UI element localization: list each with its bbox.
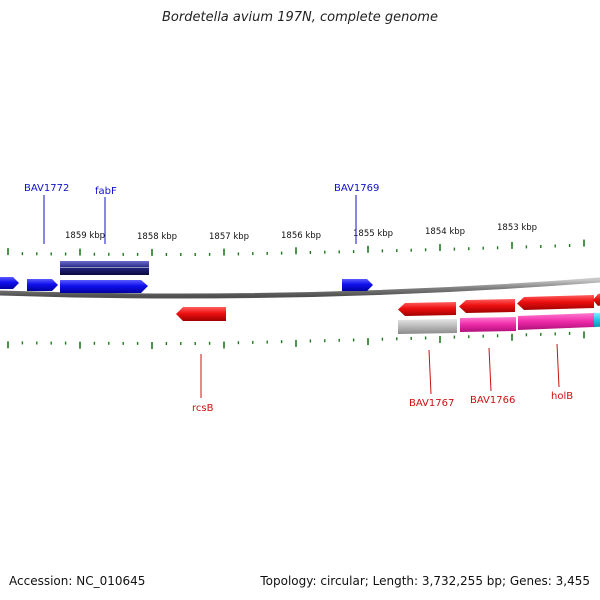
ruler-label: 1856 kbp — [281, 231, 321, 241]
cds-divider — [60, 267, 149, 268]
gene-arrow-BAV1767[interactable] — [398, 302, 456, 316]
ruler-ticks-inner — [7, 331, 585, 349]
forward-gene-labels: BAV1772 fabF BAV1769 — [24, 183, 379, 244]
gene-arrow-holB[interactable] — [517, 295, 594, 310]
gene-arrow[interactable] — [27, 279, 58, 291]
gene-arrow[interactable] — [593, 293, 600, 306]
cds-block-cyan[interactable] — [594, 312, 600, 327]
gene-label-BAV1766[interactable]: BAV1766 — [470, 395, 515, 406]
forward-genes — [0, 277, 373, 293]
reverse-gene-labels: rcsB BAV1767 BAV1766 holB — [192, 343, 573, 414]
gene-arrow-BAV1766[interactable] — [459, 299, 515, 313]
accession-text: Accession: NC_010645 — [9, 574, 146, 588]
gene-label-holB[interactable]: holB — [551, 391, 573, 402]
ruler-label: 1854 kbp — [425, 227, 465, 237]
gene-arrow-rcsB[interactable] — [176, 307, 226, 321]
gene-arrow-BAV1769[interactable] — [342, 279, 373, 291]
cds-block-holB[interactable] — [518, 313, 594, 330]
label-leader — [556, 343, 560, 388]
ruler-label: 1859 kbp — [65, 231, 105, 241]
ruler-label: 1858 kbp — [137, 232, 177, 242]
ruler-ticks-outer — [7, 239, 585, 256]
ruler-label: 1853 kbp — [497, 223, 537, 233]
map-title: Bordetella avium 197N, complete genome — [162, 10, 438, 25]
gene-arrow[interactable] — [0, 277, 19, 289]
gene-label-BAV1772[interactable]: BAV1772 — [24, 183, 69, 194]
label-leader — [488, 347, 492, 392]
ruler-label: 1855 kbp — [353, 229, 393, 239]
gene-label-fabF[interactable]: fabF — [95, 186, 117, 197]
ruler-labels: 1859 kbp 1858 kbp 1857 kbp 1856 kbp 1855… — [65, 223, 537, 242]
gene-arrow-fabF[interactable] — [60, 280, 148, 293]
forward-cds — [60, 261, 149, 275]
reverse-genes — [176, 293, 600, 321]
reverse-cds — [398, 312, 600, 334]
gene-label-rcsB[interactable]: rcsB — [192, 403, 214, 414]
label-leader — [428, 349, 432, 395]
cds-block-BAV1766[interactable] — [460, 317, 516, 332]
genome-summary-text: Topology: circular; Length: 3,732,255 bp… — [260, 574, 590, 588]
ruler-label: 1857 kbp — [209, 232, 249, 242]
gene-label-BAV1769[interactable]: BAV1769 — [334, 183, 379, 194]
cds-block-gray[interactable] — [398, 319, 457, 334]
gene-label-BAV1767[interactable]: BAV1767 — [409, 398, 454, 409]
genome-backbone — [0, 277, 600, 299]
